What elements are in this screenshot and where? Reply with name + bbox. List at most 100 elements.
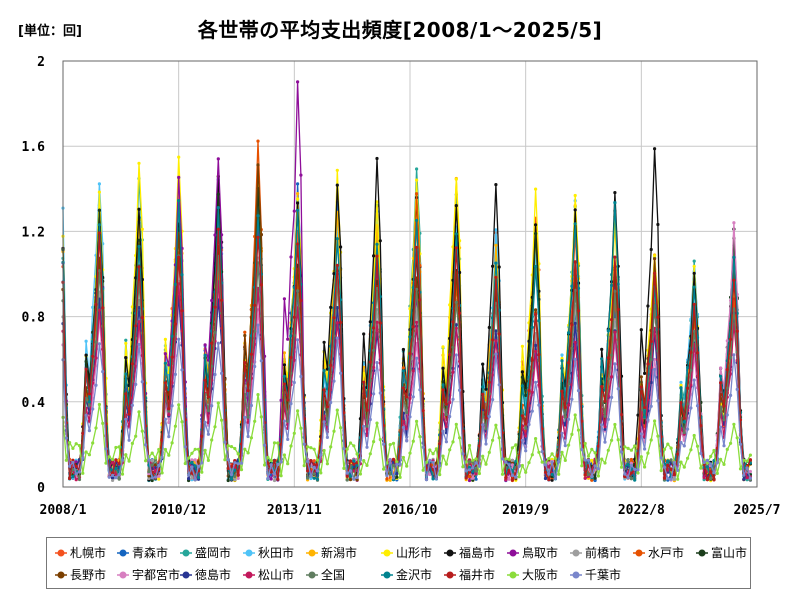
data-point (401, 386, 405, 390)
data-point (236, 452, 240, 456)
data-point (322, 420, 326, 424)
data-point (408, 451, 412, 455)
legend-label: 福島市 (459, 545, 495, 560)
x-tick-label: 2022/8 (618, 503, 665, 518)
data-point (187, 456, 191, 460)
data-point (163, 337, 167, 341)
data-point (223, 440, 227, 444)
data-point (74, 478, 78, 482)
data-point (163, 381, 167, 385)
data-point (193, 478, 197, 482)
data-point (229, 477, 234, 481)
data-point (705, 461, 710, 465)
data-point (444, 462, 448, 466)
data-point (662, 476, 667, 480)
data-point (613, 201, 617, 205)
data-point (382, 467, 386, 471)
data-point (481, 423, 485, 427)
data-point (573, 208, 577, 212)
data-point (484, 442, 488, 446)
data-point (259, 415, 263, 419)
data-point (636, 413, 640, 417)
data-point (619, 413, 624, 417)
data-point (249, 403, 253, 408)
data-point (567, 403, 571, 407)
data-point (322, 388, 326, 392)
data-point (335, 237, 339, 241)
data-point (74, 442, 78, 446)
data-point (438, 464, 442, 468)
data-point (517, 464, 521, 468)
data-point (424, 478, 429, 482)
data-point (530, 390, 534, 394)
data-point (216, 192, 220, 196)
legend-marker (308, 549, 316, 557)
data-point (471, 466, 475, 470)
data-point (616, 387, 620, 391)
data-point (431, 460, 435, 464)
data-point (309, 446, 313, 450)
data-point (398, 462, 402, 466)
data-point (213, 425, 217, 429)
data-point (180, 420, 184, 424)
data-point (147, 458, 151, 462)
data-point (729, 337, 733, 341)
data-point (401, 425, 405, 430)
data-point (679, 383, 683, 387)
data-point (444, 425, 448, 429)
data-point (329, 445, 333, 449)
data-point (431, 477, 435, 481)
data-point (705, 478, 710, 482)
data-point (388, 472, 392, 476)
data-point (68, 476, 72, 481)
data-point (315, 477, 320, 481)
legend-item: 福島市 (444, 545, 495, 560)
data-point (510, 478, 514, 482)
data-point (623, 445, 627, 449)
data-point (715, 471, 719, 475)
data-point (421, 445, 425, 449)
data-point (312, 465, 316, 469)
data-point (243, 361, 247, 365)
data-point (692, 378, 696, 382)
data-point (616, 307, 620, 312)
data-point (626, 458, 630, 462)
data-point (613, 255, 617, 259)
data-point (190, 451, 194, 455)
data-point (312, 472, 316, 476)
data-point (646, 398, 650, 402)
data-point (382, 442, 386, 446)
data-point (203, 343, 207, 347)
data-point (368, 452, 372, 456)
data-point (348, 478, 353, 482)
data-point (653, 367, 657, 371)
data-point (348, 474, 353, 478)
data-point (709, 477, 713, 481)
data-point (692, 329, 696, 333)
legend-label: 水戸市 (648, 545, 684, 560)
data-point (550, 452, 554, 456)
data-point (411, 286, 415, 290)
data-point (81, 431, 85, 435)
data-point (454, 177, 458, 181)
data-point (725, 413, 729, 417)
data-point (183, 461, 187, 466)
data-point (619, 465, 624, 469)
legend-label: 鳥取市 (522, 545, 558, 560)
data-point (111, 461, 115, 465)
legend-marker (308, 571, 316, 579)
data-point (613, 289, 617, 293)
legend-marker (446, 571, 454, 579)
data-point (137, 265, 141, 269)
data-point (177, 175, 181, 179)
data-point (368, 320, 372, 324)
data-point (629, 477, 634, 481)
data-point (643, 371, 647, 375)
data-point (600, 385, 604, 389)
data-point (405, 395, 409, 399)
data-point (606, 356, 610, 360)
data-point (309, 476, 313, 481)
data-point (428, 448, 432, 452)
data-point (477, 471, 481, 476)
legend-marker (509, 571, 517, 579)
